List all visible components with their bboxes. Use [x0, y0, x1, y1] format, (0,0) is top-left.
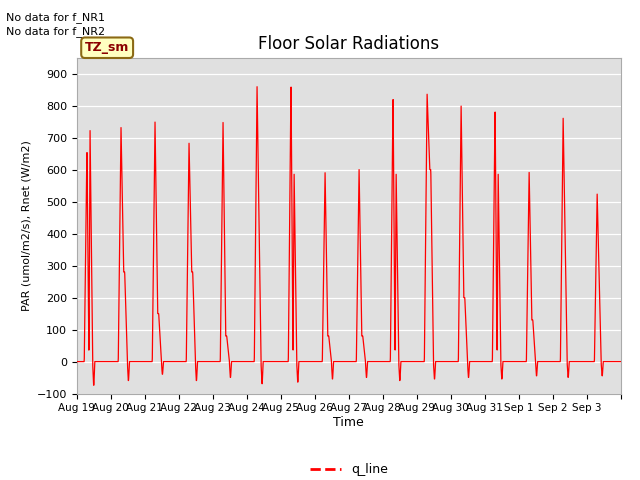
Title: Floor Solar Radiations: Floor Solar Radiations	[258, 35, 440, 53]
X-axis label: Time: Time	[333, 416, 364, 429]
Text: No data for f_NR1: No data for f_NR1	[6, 12, 106, 23]
Legend: q_line: q_line	[305, 458, 393, 480]
Text: No data for f_NR2: No data for f_NR2	[6, 26, 106, 37]
Y-axis label: PAR (umol/m2/s), Rnet (W/m2): PAR (umol/m2/s), Rnet (W/m2)	[21, 140, 31, 311]
Text: TZ_sm: TZ_sm	[85, 41, 129, 54]
